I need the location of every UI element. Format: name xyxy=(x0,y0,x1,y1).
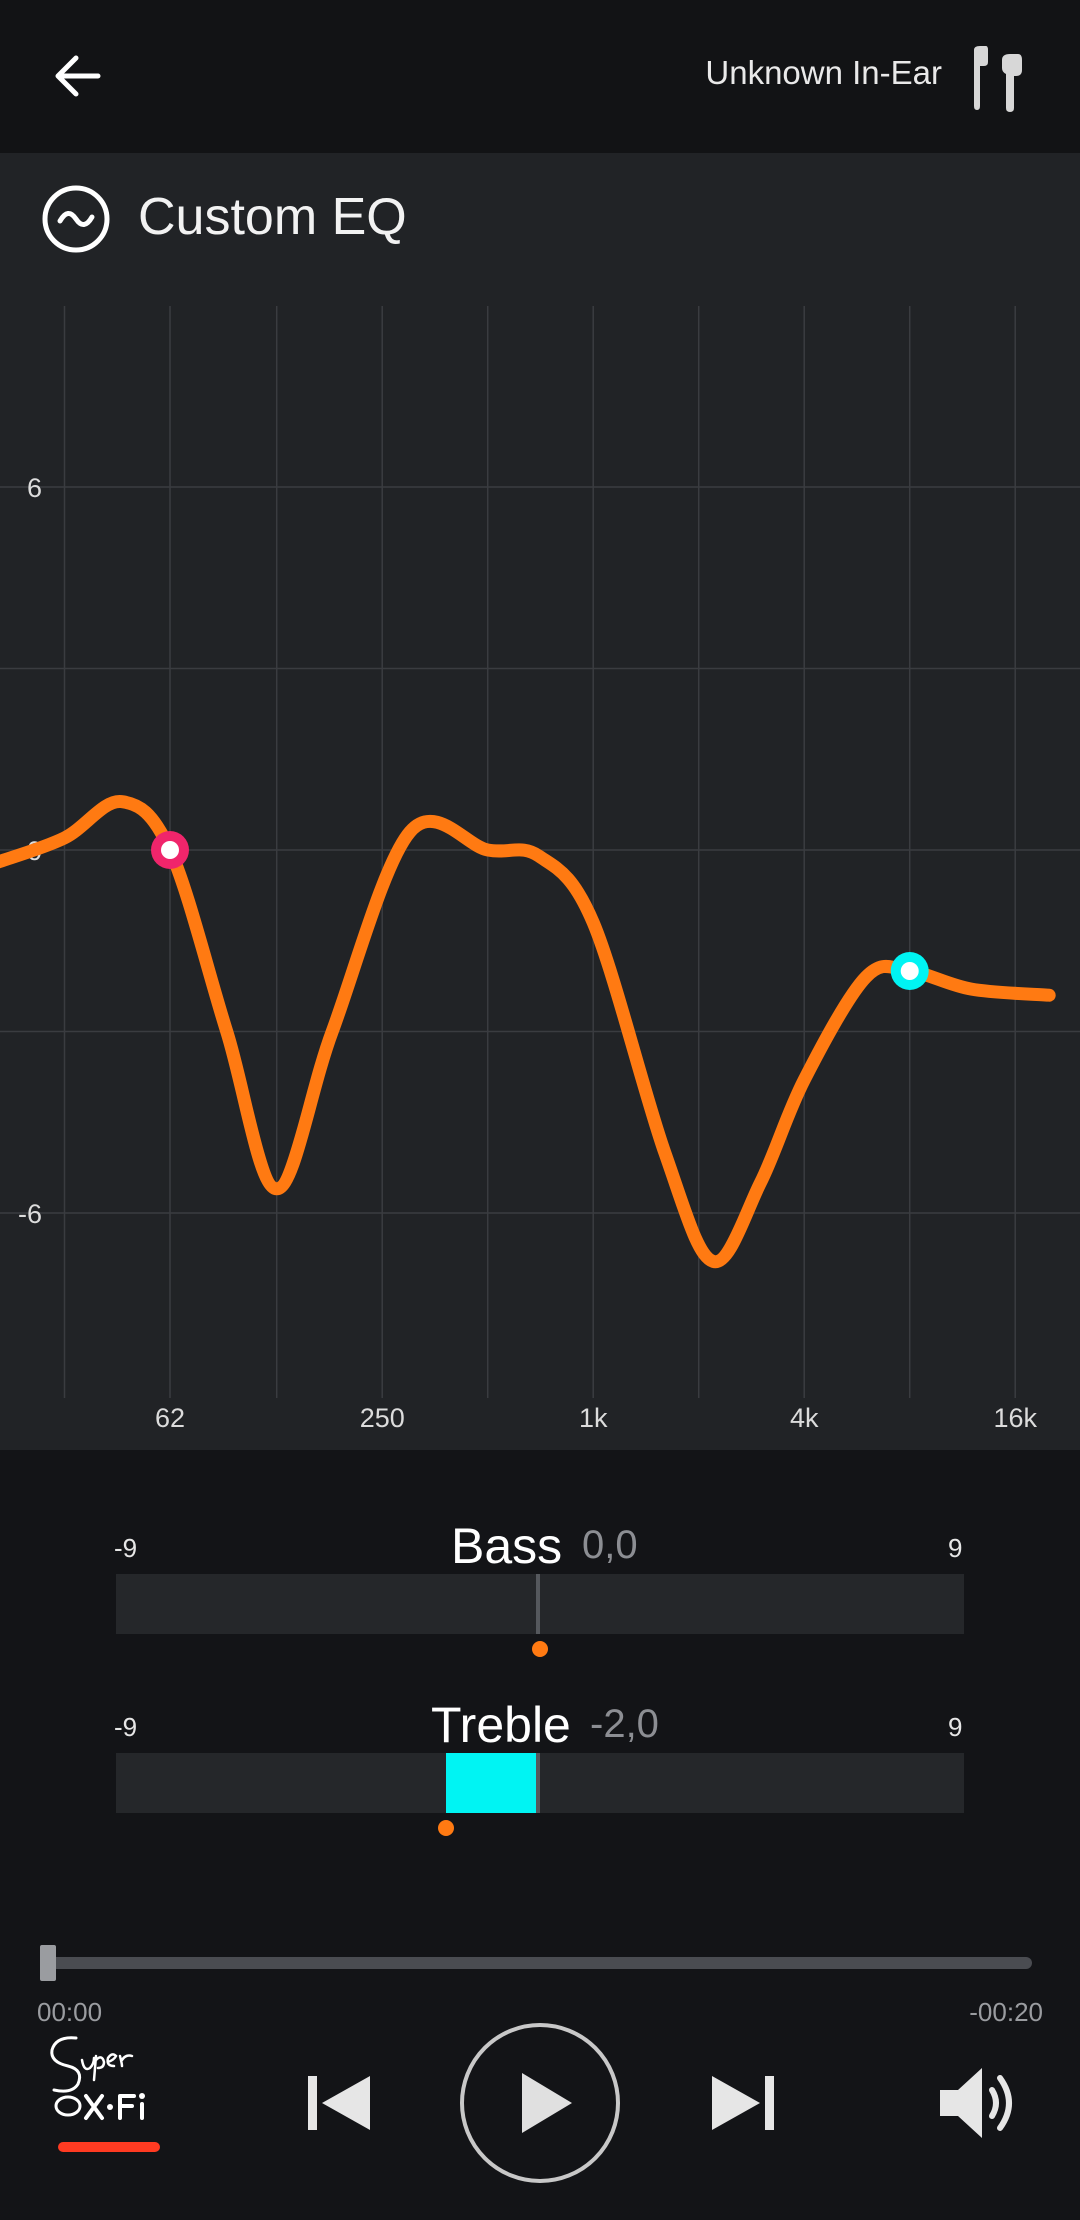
eq-chart[interactable]: 60-662 250 1k 4k 16k xyxy=(0,153,1080,1450)
treble-handle-center xyxy=(900,962,919,980)
earbuds-icon[interactable] xyxy=(966,44,1030,112)
skip-next-icon[interactable] xyxy=(702,2068,782,2138)
bass-handle-center xyxy=(161,841,179,859)
x-tick-label: 250 xyxy=(360,1403,405,1433)
treble-min-label: -9 xyxy=(114,1712,138,1742)
skip-previous-icon[interactable] xyxy=(300,2068,380,2138)
treble-slider-track[interactable] xyxy=(116,1753,964,1813)
bass-slider-thumb[interactable] xyxy=(532,1641,548,1657)
x-tick-label: 62 xyxy=(155,1403,185,1433)
bass-label: Bass xyxy=(451,1518,563,1574)
arrow-left-icon[interactable] xyxy=(40,38,116,114)
treble-slider-fill xyxy=(445,1753,540,1813)
sxfi-indicator xyxy=(58,2142,160,2152)
treble-max-label: 9 xyxy=(948,1712,963,1742)
remaining-time: -00:20 xyxy=(969,1997,1043,2027)
play-icon[interactable] xyxy=(458,2021,622,2185)
elapsed-time: 00:00 xyxy=(37,1997,103,2027)
eq-title[interactable]: Custom EQ xyxy=(138,188,407,246)
x-tick-label: 4k xyxy=(790,1403,819,1433)
treble-slider-center xyxy=(536,1753,540,1813)
bass-slider-center xyxy=(536,1574,540,1634)
eq-curve xyxy=(0,795,1056,1268)
bass-value: 0,0 xyxy=(582,1523,638,1567)
seek-thumb[interactable] xyxy=(40,1945,56,1981)
x-tick-label: 1k xyxy=(579,1403,608,1433)
bass-max-label: 9 xyxy=(948,1533,963,1563)
volume-icon[interactable] xyxy=(936,2060,1026,2146)
treble-slider-thumb[interactable] xyxy=(437,1820,454,1836)
seek-bar[interactable] xyxy=(40,1957,1032,1969)
x-tick-label: 16k xyxy=(993,1403,1037,1433)
device-name[interactable]: Unknown In-Ear xyxy=(705,54,942,91)
treble-value: -2,0 xyxy=(590,1702,659,1746)
bass-slider-track[interactable] xyxy=(116,1574,964,1634)
bass-min-label: -9 xyxy=(114,1533,138,1563)
top-bar: Unknown In-Ear xyxy=(0,0,1080,153)
wave-circle-icon[interactable] xyxy=(40,183,112,255)
y-tick-label: 6 xyxy=(27,473,42,503)
y-tick-label: -6 xyxy=(18,1199,42,1229)
treble-label: Treble xyxy=(431,1697,571,1753)
super-xfi-logo[interactable] xyxy=(38,2030,168,2130)
eq-panel: 6 0 -6 62 250 1k 4k 16k Custom EQ xyxy=(0,153,1080,1450)
